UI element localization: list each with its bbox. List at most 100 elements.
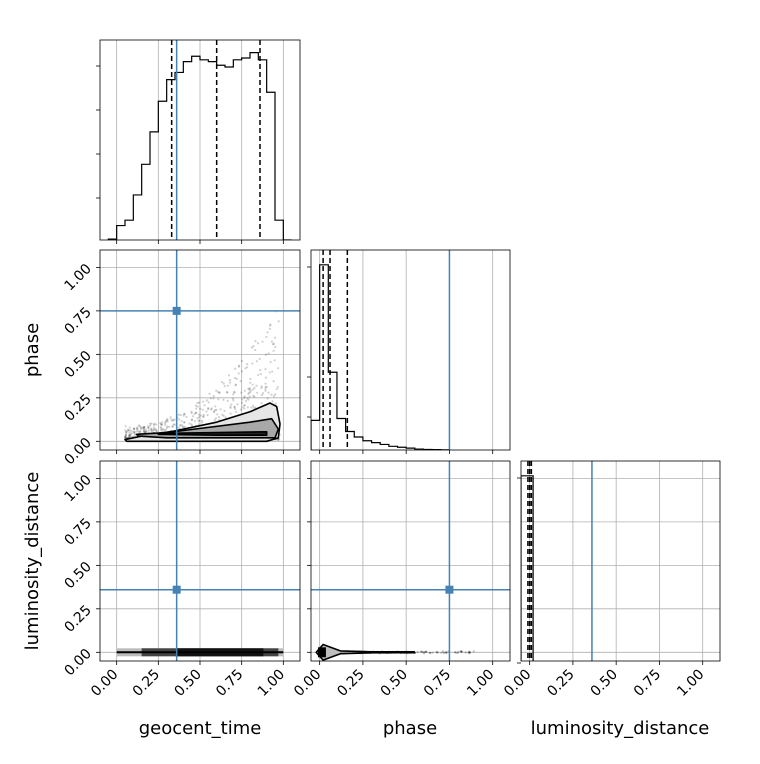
sample-point [126,428,130,431]
sample-point [219,408,222,411]
contour-level-0 [315,643,399,661]
sample-point [247,387,250,390]
sample-point [182,414,185,417]
sample-point [155,423,158,426]
sample-point [257,373,260,377]
sample-point [150,422,153,425]
sample-point [170,418,173,421]
sample-point [275,387,278,391]
sample-point [468,651,471,654]
scatter-distance-time-grid [100,461,300,661]
sample-point [165,426,169,429]
sample-point [428,651,431,654]
sample-point [183,413,186,416]
sample-point [132,431,135,434]
sample-point [191,415,195,418]
sample-point [251,404,255,408]
sample-point [166,417,169,421]
sample-point [132,430,136,433]
sample-point [193,420,197,423]
sample-point [193,412,196,415]
sample-point [233,376,237,380]
sample-point [171,425,174,428]
sample-point [196,417,199,420]
sample-point [253,395,256,398]
sample-point [207,401,210,404]
sample-point [264,368,267,371]
scatter-distance-time-ytick-label-4: 1.00 [61,472,94,505]
sample-point [260,385,263,388]
sample-point [146,425,150,428]
sample-point [203,404,206,407]
y-axis-label-phase: phase [22,323,43,377]
sample-point [431,651,434,654]
scatter-distance-phase-xtick-label-1: 0.25 [334,667,367,700]
sample-point [126,430,129,433]
sample-point [212,410,216,413]
sample-point [129,434,132,438]
sample-point [163,429,166,432]
sample-point [246,406,249,409]
scatter-distance-time-ytick-label-1: 0.25 [61,602,94,635]
sample-point [233,391,236,394]
sample-point [148,424,152,428]
sample-point [216,413,219,416]
scatter-distance-time-ytick-label-2: 0.50 [61,559,94,592]
sample-point [454,651,458,654]
sample-point [190,418,193,421]
sample-point [177,413,180,416]
sample-point [135,427,139,430]
sample-point [164,422,167,425]
sample-point [136,429,140,432]
sample-point [240,359,244,363]
sample-point [139,429,142,433]
sample-point [234,384,237,387]
sample-point [243,396,246,399]
density-core [317,647,326,658]
sample-point [435,650,438,654]
sample-point [460,650,463,653]
x-axis-label-phase: phase [383,718,437,739]
sample-point [250,346,254,349]
sample-point [159,421,162,425]
sample-point [249,381,252,384]
sample-point [228,381,232,384]
sample-point [251,383,254,386]
sample-point [129,433,132,436]
scatter-distance-time-xtick-label-3: 0.75 [213,667,246,700]
sample-point [124,425,127,428]
sample-point [224,416,227,419]
sample-point [246,397,249,400]
sample-point [143,425,146,428]
sample-point [236,403,239,406]
scatter-distance-phase-xtick-label-2: 0.50 [378,667,411,700]
sample-point [198,419,201,422]
sample-point [172,418,175,421]
sample-point [214,405,217,408]
sample-point [217,398,220,401]
sample-point [160,423,163,426]
sample-point [269,361,272,364]
sample-point [124,436,128,439]
sample-point [441,650,445,653]
sample-point [226,391,229,394]
sample-point [421,650,424,654]
scatter-distance-phase-xtick-label-0: 0.00 [291,667,324,700]
sample-point [180,420,183,423]
sample-point [271,400,274,403]
sample-point [169,416,172,419]
sample-point [210,407,213,410]
sample-point [215,408,218,412]
sample-point [218,391,221,395]
sample-point [264,387,267,390]
y-axis-label-luminosity-distance: luminosity_distance [22,472,43,651]
sample-point [198,415,201,419]
sample-point [277,438,280,441]
sample-point [142,428,145,431]
sample-point [210,408,213,411]
sample-point [135,430,138,433]
sample-point [425,650,428,653]
sample-point [244,399,248,403]
sample-point [144,428,147,431]
sample-point [270,340,274,343]
